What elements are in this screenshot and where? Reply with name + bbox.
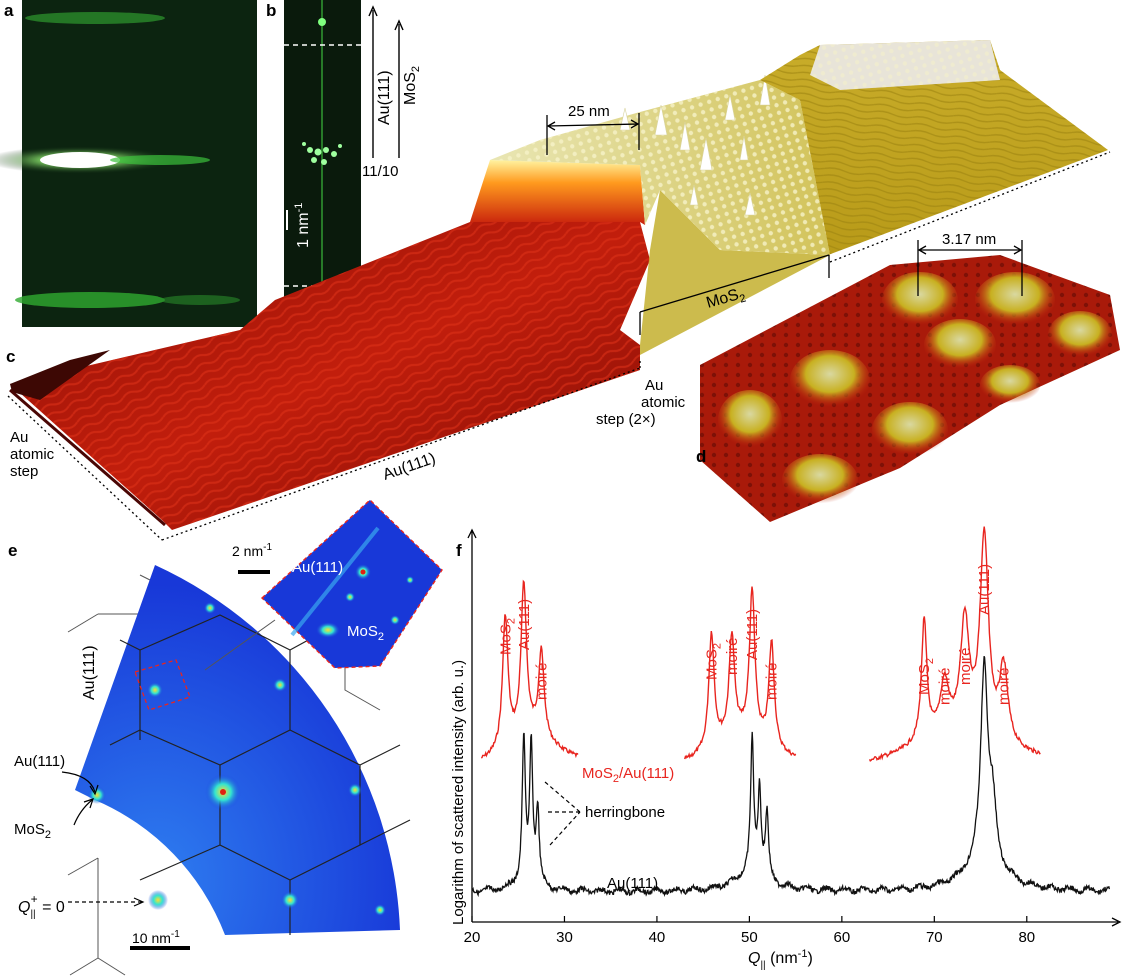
chart-ylabel: Logarithm of scattered intensity (arb. u… — [450, 660, 467, 925]
inset-au111-label: Au(111) — [292, 559, 343, 576]
curve-black-label: Au(111) — [607, 875, 658, 892]
q-zero-label: Q||+ = 0 — [18, 892, 65, 920]
series-mos2-au111-segment — [481, 579, 579, 759]
panel-b-arrows — [368, 5, 404, 158]
peak-label: moiré — [533, 662, 550, 700]
x-tick-label: 50 — [741, 929, 758, 946]
panel-label-a: a — [4, 1, 14, 20]
inset-mos2-label: MoS2 — [347, 623, 384, 643]
peak-label: moiré — [957, 647, 974, 685]
series-au111 — [471, 655, 1111, 898]
chart-xlabel: Q|| (nm-1) — [748, 948, 813, 971]
y-axis-arrow — [467, 528, 477, 539]
main-scale-label: 10 nm-1 — [132, 929, 180, 946]
peak-label: moiré — [764, 662, 781, 700]
au-step-left-label: Au atomic step — [10, 429, 58, 480]
fft-scale-label: 1 nm-1 — [293, 203, 312, 248]
hex-au111-label: Au(111) — [81, 645, 98, 700]
panel-label-d: d — [696, 447, 706, 466]
peak-label: Au(111) — [516, 599, 533, 650]
au-step-right-label: Au atomic step (2×) — [596, 377, 689, 428]
mos2-bracket — [639, 254, 830, 335]
x-tick-label: 80 — [1018, 929, 1035, 946]
series-mos2-au111-segment — [868, 526, 1041, 762]
x-tick-label: 20 — [464, 929, 481, 946]
peak-label: moiré — [724, 637, 741, 675]
peak-label: Au(111) — [744, 609, 761, 660]
panel-label-e: e — [8, 541, 17, 560]
panel-label-c: c — [6, 347, 15, 366]
peak-label: MoS2 — [497, 618, 517, 655]
chart-curves — [471, 526, 1111, 898]
herringbone-label: herringbone — [585, 804, 665, 821]
mos2-arrow-label: MoS2 — [14, 821, 51, 841]
curve-red-label: MoS2/Au(111) — [582, 765, 674, 785]
peak-label: moiré — [996, 667, 1013, 705]
axis-au111-label: Au(111) — [376, 70, 393, 125]
chart-axes: 20 30 40 50 60 70 80 — [464, 528, 1122, 946]
x-tick-label: 70 — [926, 929, 943, 946]
panel-c-guide-lines — [7, 151, 1111, 541]
panel-b-fft — [284, 0, 361, 327]
au111-arrow-label: Au(111) — [14, 753, 65, 770]
peak-label: moiré — [937, 667, 954, 705]
dim-317nm — [917, 240, 1023, 296]
x-tick-label: 30 — [556, 929, 573, 946]
axis-mos2-label: MoS2 — [402, 66, 422, 105]
panel-label-b: b — [266, 1, 276, 20]
peak-label: MoS2 — [916, 658, 936, 695]
mos2-arrow — [73, 798, 94, 826]
x-axis-arrow — [1111, 917, 1122, 927]
q-zero-arrow — [68, 897, 145, 907]
series-mos2-au111-segment — [684, 586, 797, 760]
au111-arrow — [61, 771, 99, 796]
peak-label: Au(111) — [976, 564, 993, 615]
inset-scale-label: 2 nm-1 — [232, 542, 272, 559]
panel-label-f: f — [456, 541, 462, 560]
dim-25nm — [546, 113, 640, 155]
panel-e-inset — [238, 499, 443, 669]
x-tick-label: 60 — [834, 929, 851, 946]
panel-c-stm-surface — [9, 40, 1108, 530]
x-tick-label: 40 — [649, 929, 666, 946]
ratio-label: 11/10 — [362, 163, 398, 180]
panel-d-moire-zoom — [700, 255, 1120, 522]
dim-317nm-label: 3.17 nm — [942, 231, 996, 248]
panel-a-diffraction — [0, 0, 257, 327]
peak-label: MoS2 — [704, 643, 724, 680]
dim-25nm-label: 25 nm — [568, 103, 610, 120]
herringbone-arrows — [544, 781, 581, 846]
